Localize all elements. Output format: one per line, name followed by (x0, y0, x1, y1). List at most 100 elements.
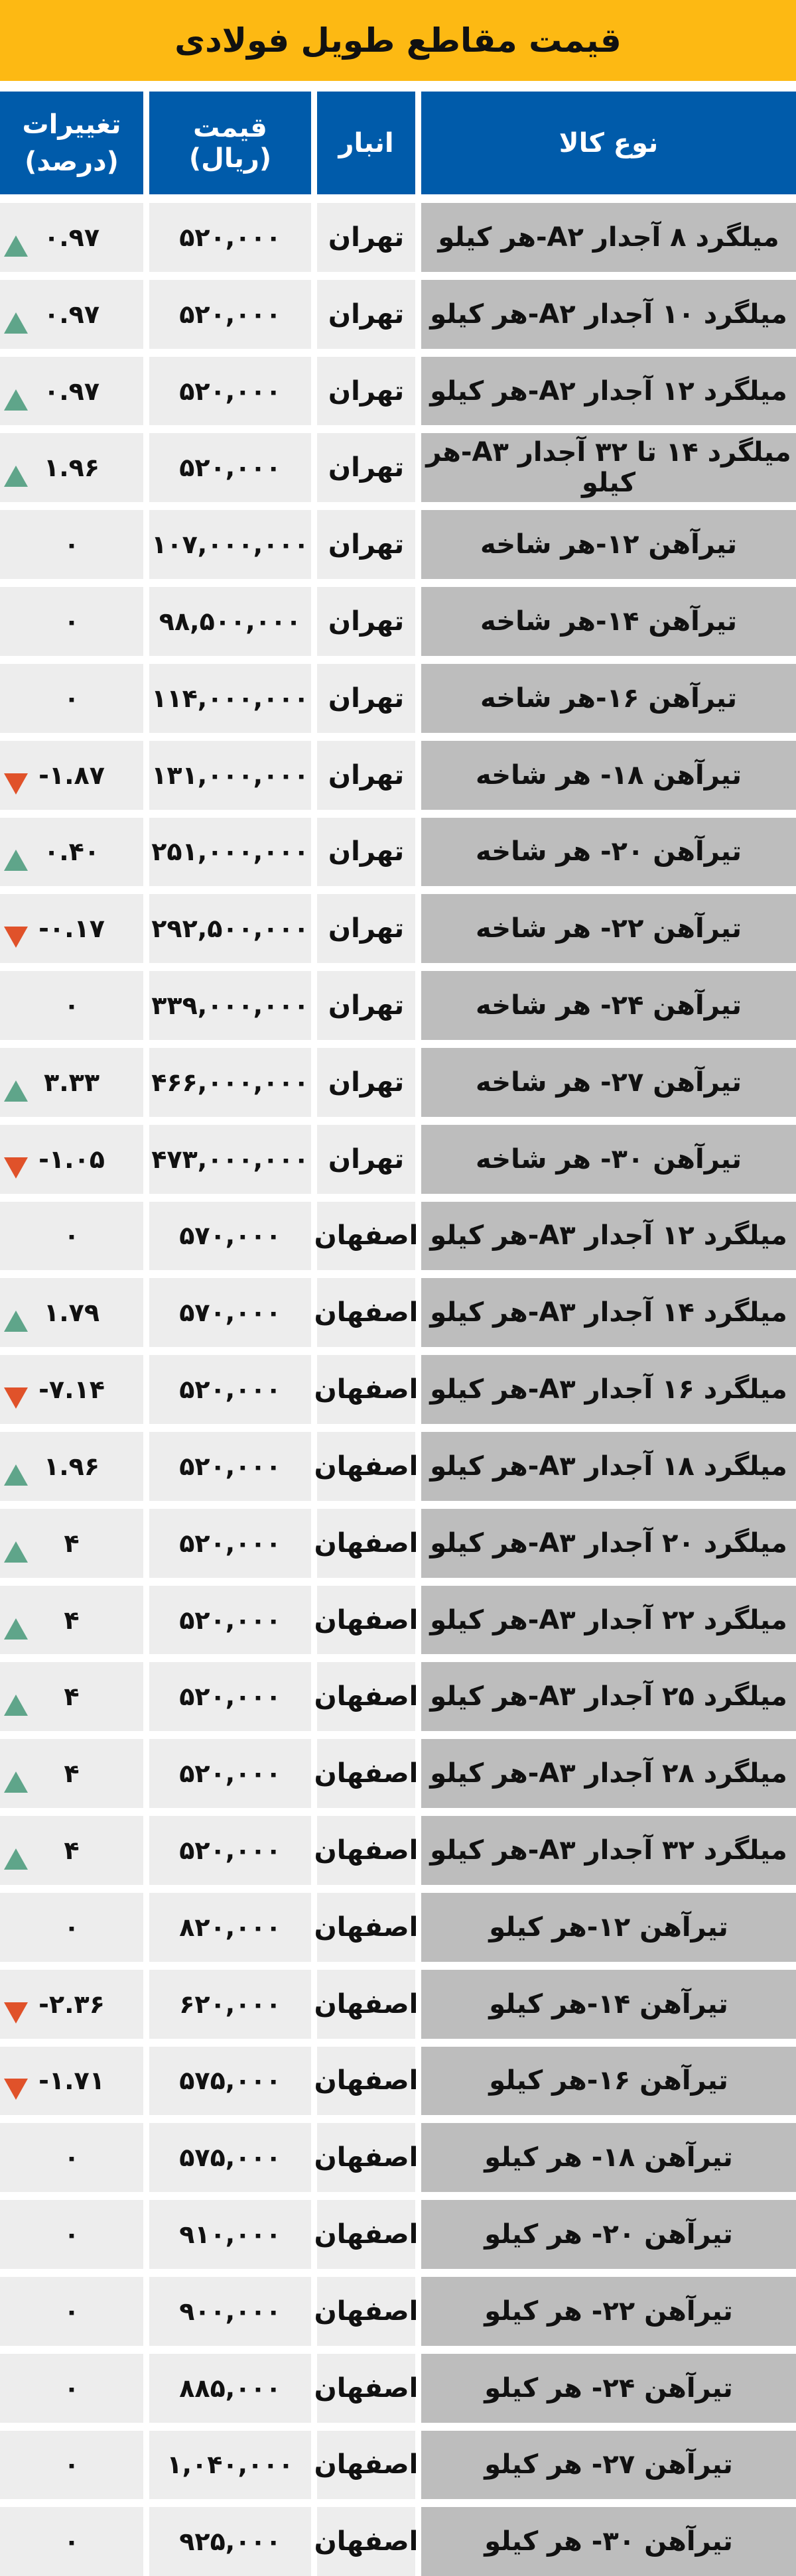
change-value: -۱.۷۱ (38, 2066, 105, 2096)
product-name: میلگرد ۱۸ آجدار A۳-هر کیلو (421, 1432, 796, 1501)
price: ۹۲۵,۰۰۰ (149, 2507, 311, 2576)
change-value: ۰.۹۷ (44, 376, 100, 406)
product-name: میلگرد ۲۰ آجدار A۳-هر کیلو (421, 1508, 796, 1578)
up-triangle-icon (4, 389, 28, 411)
price: ۵۷۵,۰۰۰ (149, 2123, 311, 2193)
table-row: میلگرد ۲۸ آجدار A۳-هر کیلو اصفهان ۵۲۰,۰۰۰ ۴ (0, 1739, 796, 1809)
table-row: تیرآهن ۱۶-هر شاخه تهران ۱۱۴,۰۰۰,۰۰۰ ۰ (0, 663, 796, 733)
down-triangle-icon (4, 2002, 28, 2024)
warehouse: تهران (317, 971, 415, 1040)
product-name: تیرآهن ۱۲-هر کیلو (421, 1892, 796, 1962)
product-name: تیرآهن ۱۸- هر کیلو (421, 2123, 796, 2193)
warehouse: اصفهان (314, 2507, 418, 2576)
warehouse: اصفهان (314, 1201, 418, 1271)
warehouse: تهران (317, 279, 415, 349)
change-value: ۰ (64, 1912, 80, 1942)
price: ۶۲۰,۰۰۰ (149, 1969, 311, 2039)
change-cell: ۰ (0, 1892, 143, 1962)
price-table: نوع کالا انبار قیمت (ریال) تغییرات (درصد… (0, 92, 796, 2576)
table-row: تیرآهن ۲۲- هر شاخه تهران ۲۹۲,۵۰۰,۰۰۰ -۰.۱۷ (0, 894, 796, 964)
warehouse: اصفهان (314, 2123, 418, 2193)
product-name: تیرآهن ۱۶-هر شاخه (421, 663, 796, 733)
price: ۵۲۰,۰۰۰ (149, 1662, 311, 1732)
warehouse: اصفهان (314, 1739, 418, 1809)
product-name: میلگرد ۱۰ آجدار A۲-هر کیلو (421, 279, 796, 349)
warehouse: اصفهان (314, 2046, 418, 2116)
change-value: ۰.۴۰ (44, 837, 100, 867)
change-cell: ۴ (0, 1585, 143, 1655)
down-triangle-icon (4, 1157, 28, 1179)
down-triangle-icon (4, 927, 28, 948)
warehouse: اصفهان (314, 2276, 418, 2346)
table-row: میلگرد ۲۵ آجدار A۳-هر کیلو اصفهان ۵۲۰,۰۰۰ ۴ (0, 1662, 796, 1732)
product-name: تیرآهن ۲۰- هر شاخه (421, 817, 796, 887)
product-name: تیرآهن ۱۲-هر شاخه (421, 510, 796, 580)
table-row: تیرآهن ۱۲-هر کیلو اصفهان ۸۲۰,۰۰۰ ۰ (0, 1892, 796, 1962)
price: ۱,۰۴۰,۰۰۰ (149, 2430, 311, 2500)
up-triangle-icon (4, 850, 28, 871)
change-cell: -۱.۸۷ (0, 740, 143, 810)
warehouse: اصفهان (314, 2200, 418, 2269)
product-name: میلگرد ۲۸ آجدار A۳-هر کیلو (421, 1739, 796, 1809)
header-change-line1: تغییرات (22, 109, 121, 140)
warehouse: تهران (317, 894, 415, 964)
warehouse: اصفهان (314, 1892, 418, 1962)
change-cell: ۴ (0, 1739, 143, 1809)
warehouse: تهران (317, 817, 415, 887)
product-name: تیرآهن ۲۴- هر کیلو (421, 2353, 796, 2423)
change-value: ۴ (64, 1759, 80, 1789)
change-value: ۰ (64, 2143, 80, 2173)
change-value: ۰ (64, 2527, 80, 2557)
price: ۵۲۰,۰۰۰ (149, 203, 311, 272)
up-triangle-icon (4, 1618, 28, 1640)
table-row: تیرآهن ۲۴- هر شاخه تهران ۳۳۹,۰۰۰,۰۰۰ ۰ (0, 971, 796, 1040)
price: ۹۰۰,۰۰۰ (149, 2276, 311, 2346)
warehouse: تهران (317, 587, 415, 656)
product-name: تیرآهن ۱۴-هر کیلو (421, 1969, 796, 2039)
up-triangle-icon (4, 466, 28, 487)
warehouse: اصفهان (314, 1355, 418, 1424)
product-name: تیرآهن ۲۲- هر شاخه (421, 894, 796, 964)
change-value: ۰ (64, 683, 80, 713)
price: ۵۷۵,۰۰۰ (149, 2046, 311, 2116)
product-name: تیرآهن ۱۸- هر شاخه (421, 740, 796, 810)
warehouse: اصفهان (314, 1662, 418, 1732)
table-row: تیرآهن ۲۴- هر کیلو اصفهان ۸۸۵,۰۰۰ ۰ (0, 2353, 796, 2423)
price: ۵۲۰,۰۰۰ (149, 279, 311, 349)
table-row: میلگرد ۱۰ آجدار A۲-هر کیلو تهران ۵۲۰,۰۰۰ ۰.… (0, 279, 796, 349)
change-value: ۰.۹۷ (44, 222, 100, 252)
table-row: تیرآهن ۲۲- هر کیلو اصفهان ۹۰۰,۰۰۰ ۰ (0, 2276, 796, 2346)
table-row: تیرآهن ۲۷- هر شاخه تهران ۴۶۶,۰۰۰,۰۰۰ ۳.۳۳ (0, 1047, 796, 1117)
down-triangle-icon (4, 1387, 28, 1409)
warehouse: اصفهان (314, 2353, 418, 2423)
price: ۵۲۰,۰۰۰ (149, 433, 311, 503)
change-value: ۰ (64, 606, 80, 636)
up-triangle-icon (4, 1771, 28, 1793)
header-price: قیمت (ریال) (149, 92, 311, 194)
change-cell: ۰ (0, 2123, 143, 2193)
change-cell: ۰ (0, 2200, 143, 2269)
header-warehouse: انبار (317, 92, 415, 194)
change-cell: ۰ (0, 663, 143, 733)
warehouse: تهران (317, 510, 415, 580)
price: ۵۲۰,۰۰۰ (149, 1816, 311, 1885)
change-value: ۰ (64, 991, 80, 1021)
change-value: -۱.۰۵ (38, 1144, 105, 1174)
change-cell: ۳.۳۳ (0, 1047, 143, 1117)
table-row: تیرآهن ۱۶-هر کیلو اصفهان ۵۷۵,۰۰۰ -۱.۷۱ (0, 2046, 796, 2116)
change-value: ۴ (64, 1835, 80, 1865)
table-row: میلگرد ۱۴ آجدار A۳-هر کیلو اصفهان ۵۷۰,۰۰۰ ۱… (0, 1278, 796, 1348)
table-row: میلگرد ۱۸ آجدار A۳-هر کیلو اصفهان ۵۲۰,۰۰۰ ۱… (0, 1432, 796, 1501)
product-name: میلگرد ۱۲ آجدار A۲-هر کیلو (421, 356, 796, 426)
page-title: قیمت مقاطع طویل فولادی (0, 0, 796, 81)
product-name: میلگرد ۱۲ آجدار A۳-هر کیلو (421, 1201, 796, 1271)
table-row: میلگرد ۱۶ آجدار A۳-هر کیلو اصفهان ۵۲۰,۰۰۰ -… (0, 1355, 796, 1424)
up-triangle-icon (4, 312, 28, 334)
warehouse: تهران (317, 203, 415, 272)
change-cell: ۱.۷۹ (0, 1278, 143, 1348)
change-cell: ۰.۹۷ (0, 279, 143, 349)
change-cell: ۰ (0, 587, 143, 656)
price: ۱۰۷,۰۰۰,۰۰۰ (149, 510, 311, 580)
change-value: ۴ (64, 1682, 80, 1712)
warehouse: تهران (317, 740, 415, 810)
